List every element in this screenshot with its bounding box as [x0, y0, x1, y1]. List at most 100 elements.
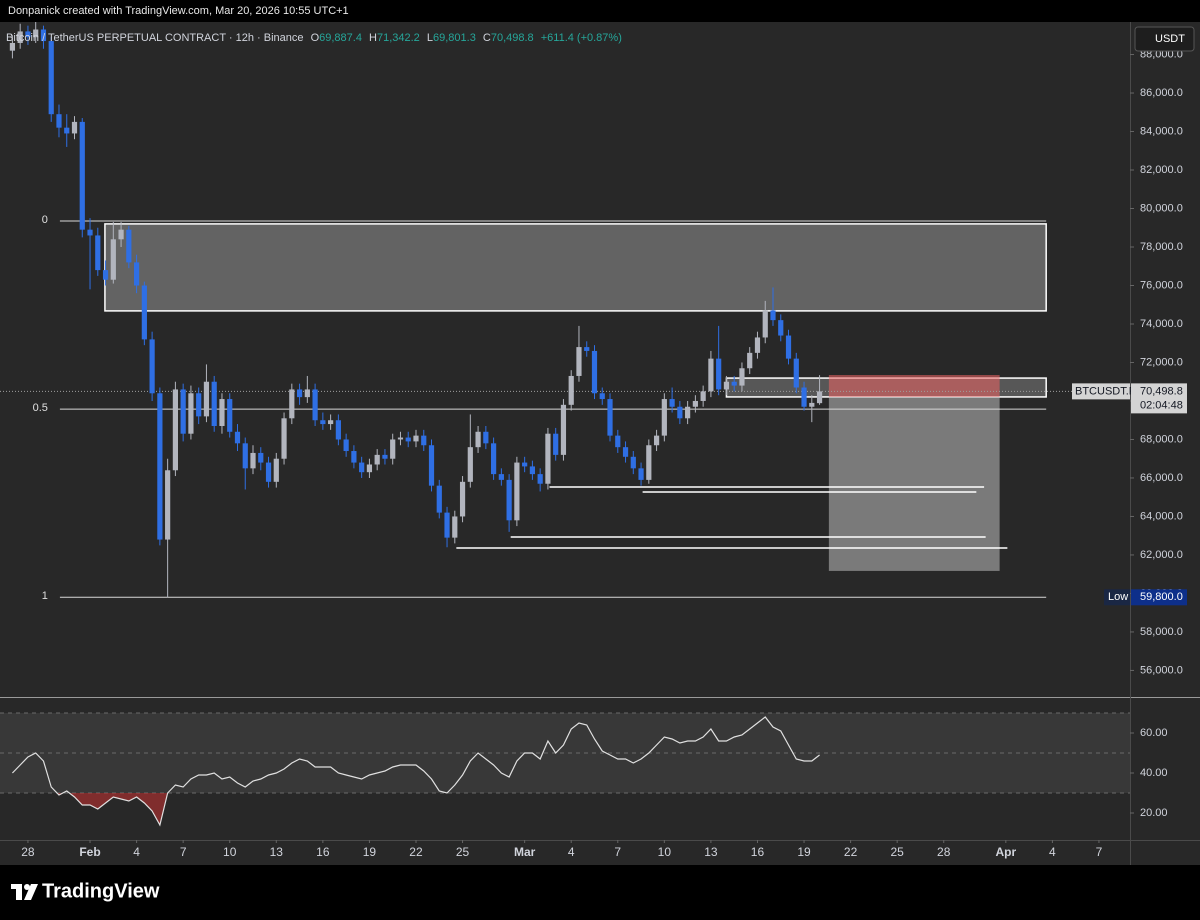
candle-body — [405, 437, 411, 442]
candle-body — [576, 347, 582, 376]
candle-body — [366, 464, 373, 473]
logo-shape — [24, 884, 38, 900]
candle-body — [165, 470, 171, 540]
candle-body — [731, 381, 737, 386]
candle-body — [227, 399, 233, 432]
candle-body — [141, 285, 147, 340]
candle-body — [382, 454, 388, 459]
x-tick-label: 13 — [704, 845, 718, 859]
candle-body — [584, 347, 590, 351]
candle-body — [809, 402, 815, 407]
candle-body — [397, 437, 404, 440]
candle-body — [754, 337, 761, 353]
candle-body — [568, 375, 574, 405]
x-tick-label: Mar — [514, 845, 536, 859]
candle-body — [289, 389, 295, 419]
candle-body — [529, 466, 536, 475]
candle-body — [64, 127, 70, 134]
legend-key: L — [427, 32, 433, 44]
candle-body — [560, 404, 567, 455]
candle-body — [607, 399, 613, 436]
countdown-label: 02:04:48 — [1140, 399, 1183, 411]
candle-body — [785, 335, 792, 359]
candle-body — [545, 433, 551, 484]
candle-body — [335, 420, 341, 440]
x-tick-label: 22 — [844, 845, 858, 859]
candle-body — [258, 452, 264, 463]
x-tick-label: 28 — [21, 845, 35, 859]
candle-body — [653, 435, 660, 446]
y-tick-label: 74,000.0 — [1140, 318, 1183, 330]
candle-body — [273, 458, 279, 482]
fib-label: 0 — [42, 214, 48, 226]
candle-body — [25, 31, 31, 38]
x-tick-label: 7 — [180, 845, 187, 859]
candle-body — [250, 452, 256, 469]
candle-body — [359, 462, 365, 473]
candle-body — [630, 456, 636, 469]
currency-button-label[interactable]: USDT — [1155, 33, 1185, 45]
main-pane: 00.51 — [0, 22, 1130, 602]
candle-body — [622, 447, 629, 457]
candle-body — [9, 42, 16, 51]
y-tick-label: 78,000.0 — [1140, 241, 1183, 253]
candle-body — [793, 358, 799, 388]
candle-body — [79, 121, 85, 230]
rsi-pane — [0, 712, 1130, 827]
x-tick-label: 7 — [614, 845, 621, 859]
x-tick-label: 22 — [409, 845, 423, 859]
y-tick-label: 76,000.0 — [1140, 279, 1183, 291]
candle-body — [459, 481, 466, 517]
y-tick-label: 72,000.0 — [1140, 356, 1183, 368]
candle-body — [118, 229, 124, 240]
candle-body — [102, 270, 109, 280]
candle-body — [716, 358, 722, 390]
candle-body — [17, 31, 23, 43]
candle-body — [304, 389, 310, 398]
currency-button[interactable] — [1134, 26, 1195, 52]
symbol-label-box — [1072, 383, 1130, 400]
rsi-tick-label: 40.00 — [1140, 767, 1168, 779]
candle-body — [436, 485, 442, 513]
x-tick-label: 25 — [890, 845, 904, 859]
last-price-label: 70,498.8 — [1140, 385, 1183, 397]
candle-body — [219, 399, 225, 426]
axes: 56,000.058,000.060,000.062,000.064,000.0… — [21, 48, 1187, 859]
symbol-title: Bitcoin / TetherUS PERPETUAL CONTRACT · … — [6, 32, 304, 44]
chart-background — [0, 22, 1200, 865]
brand-logo — [11, 884, 38, 900]
candle-body — [638, 468, 644, 480]
candle-body — [685, 406, 691, 419]
candle-body — [483, 431, 489, 444]
y-tick-label: 86,000.0 — [1140, 87, 1183, 99]
candle-body — [40, 29, 47, 42]
x-tick-label: 25 — [456, 845, 470, 859]
logo-shape — [24, 884, 30, 890]
legend-value: 69,887.4 — [319, 32, 362, 44]
candle-body — [514, 462, 520, 521]
candle-body — [234, 431, 241, 444]
candle-body — [700, 391, 706, 401]
candle-body — [452, 516, 458, 538]
legend-change: +611.4 (+0.87%) — [541, 32, 622, 44]
rsi-oversold-fill — [12, 793, 820, 825]
candle-body — [149, 339, 155, 394]
y-tick-label: 62,000.0 — [1140, 549, 1183, 561]
legend-key: O — [311, 32, 320, 44]
candle-body — [281, 418, 287, 459]
legend-value: 69,801.3 — [433, 32, 476, 44]
y-tick-label: 68,000.0 — [1140, 433, 1183, 445]
rsi-tick-label: 60.00 — [1140, 727, 1168, 739]
header-title: Donpanick created with TradingView.com, … — [8, 5, 349, 17]
fib-label: 1 — [42, 590, 48, 602]
candle-body — [816, 391, 823, 404]
candle-body — [87, 229, 93, 236]
low-value-box — [1131, 589, 1187, 606]
candle-body — [553, 433, 559, 455]
candle-body — [723, 381, 730, 390]
y-tick-label: 56,000.0 — [1140, 664, 1183, 676]
candle-body — [747, 352, 753, 369]
candle-body — [265, 462, 272, 482]
x-tick-label: 16 — [316, 845, 330, 859]
